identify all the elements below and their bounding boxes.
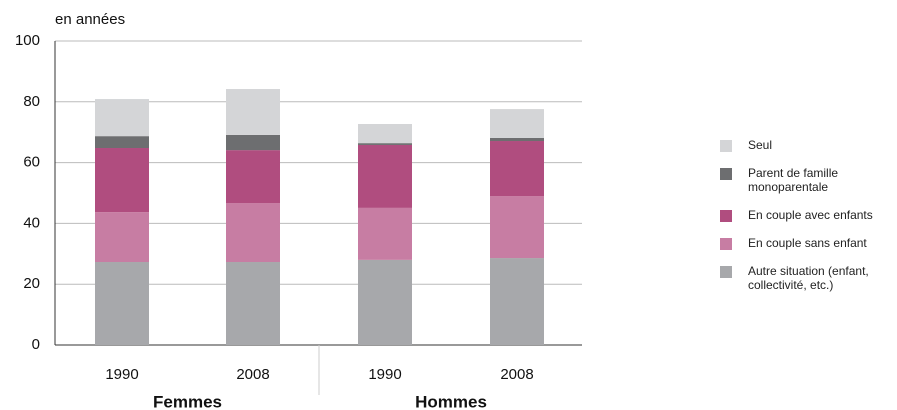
legend-item: En couple avec enfants (720, 208, 880, 222)
legend-label: Seul (748, 138, 773, 152)
bar-segment (358, 207, 412, 260)
legend-swatch (720, 210, 732, 222)
y-unit-label: en années (55, 11, 125, 28)
bar-segment (490, 137, 544, 142)
legend-swatch (720, 238, 732, 250)
bar-segment (226, 134, 280, 151)
bar-segment (490, 196, 544, 259)
y-tick-label: 60 (23, 154, 40, 171)
x-tick-label: 2008 (236, 366, 269, 383)
bar-segment (226, 150, 280, 204)
y-tick-label: 40 (23, 214, 40, 231)
x-tick-label: 1990 (105, 366, 138, 383)
y-tick-label: 0 (32, 336, 40, 353)
legend-item: En couple sans enfant (720, 236, 880, 250)
y-tick-label: 80 (23, 93, 40, 110)
bar-segment (490, 258, 544, 345)
bar-segment (358, 143, 412, 145)
legend-swatch (720, 266, 732, 278)
legend-item: Parent de famille monoparentale (720, 166, 880, 194)
y-tick-label: 100 (15, 32, 40, 49)
bar-segment (95, 262, 149, 345)
bar-segment (490, 109, 544, 138)
legend: Seul Parent de famille monoparentale En co… (720, 138, 880, 306)
x-tick-label: 2008 (500, 366, 533, 383)
legend-label: En couple sans enfant (748, 236, 867, 250)
legend-item: Seul (720, 138, 880, 152)
bar-segment (95, 148, 149, 213)
bar-segment (95, 99, 149, 137)
group-label: Femmes (153, 392, 222, 410)
group-label: Hommes (415, 392, 487, 410)
legend-item: Autre situation (enfant, collectivité, e… (720, 264, 880, 292)
legend-label: Autre situation (enfant, collectivité, e… (748, 264, 869, 292)
legend-label: Parent de famille monoparentale (748, 166, 839, 194)
bar-segment (358, 123, 412, 144)
bar-segment (95, 136, 149, 149)
bar-segment (95, 212, 149, 263)
legend-swatch (720, 140, 732, 152)
bar-segment (226, 89, 280, 135)
bar-segment (490, 141, 544, 197)
x-tick-label: 1990 (368, 366, 401, 383)
bar-segment (226, 262, 280, 345)
bar-segment (358, 259, 412, 345)
bar-segment (358, 144, 412, 208)
legend-label: En couple avec enfants (748, 208, 873, 222)
legend-swatch (720, 168, 732, 180)
bar-segment (226, 203, 280, 263)
y-tick-label: 20 (23, 275, 40, 292)
